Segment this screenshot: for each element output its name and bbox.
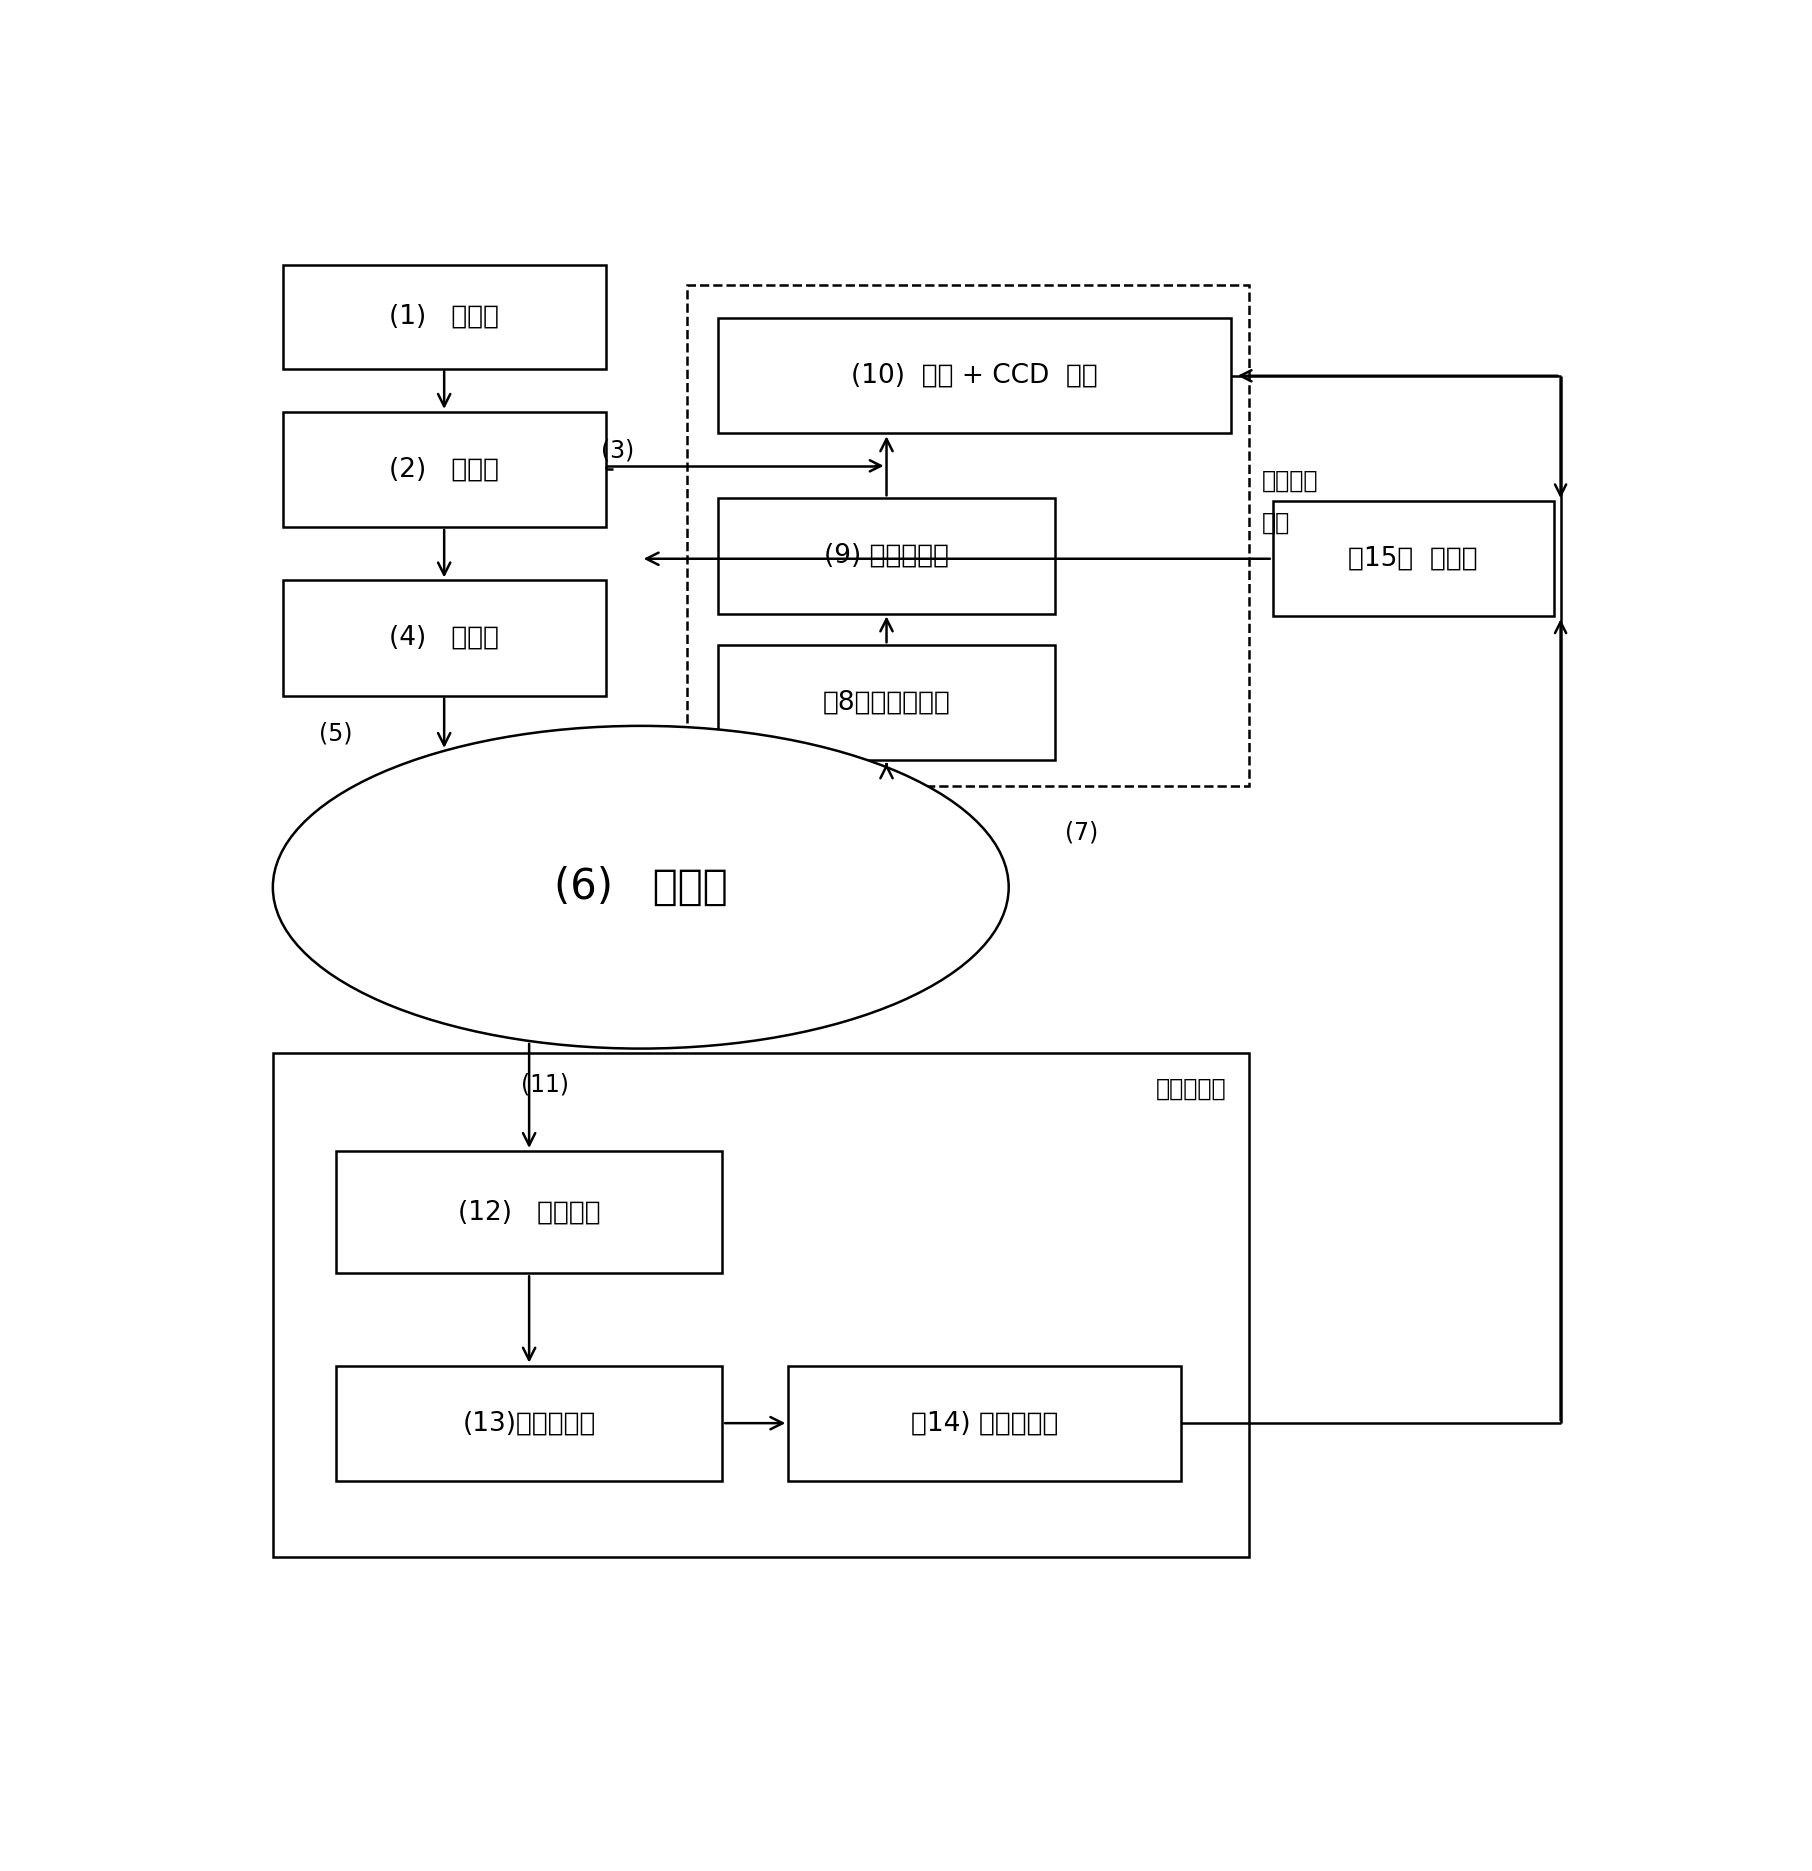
Text: (1)   激光器: (1) 激光器 (390, 303, 498, 329)
Text: 核素检测器: 核素检测器 (1156, 1078, 1227, 1100)
FancyBboxPatch shape (718, 318, 1230, 434)
Text: (11): (11) (522, 1072, 569, 1096)
Text: （14) 放大与准直: （14) 放大与准直 (911, 1411, 1058, 1437)
Text: (2)   分光器: (2) 分光器 (390, 457, 498, 483)
FancyBboxPatch shape (335, 1151, 723, 1274)
Text: (4)   光开关: (4) 光开关 (390, 625, 498, 651)
FancyBboxPatch shape (283, 580, 605, 696)
Text: (9) 带通滤光片: (9) 带通滤光片 (824, 543, 949, 569)
FancyBboxPatch shape (718, 645, 1055, 760)
Text: (13)光电倍增管: (13)光电倍增管 (462, 1411, 596, 1437)
Text: (12)   闪烁晶体: (12) 闪烁晶体 (458, 1199, 600, 1226)
Text: (5): (5) (319, 720, 353, 745)
Text: （8）防护铅板组: （8）防护铅板组 (823, 690, 951, 717)
FancyBboxPatch shape (335, 1366, 723, 1480)
FancyBboxPatch shape (718, 498, 1055, 614)
FancyBboxPatch shape (283, 266, 605, 369)
Text: (10)  镜头 + CCD  相机: (10) 镜头 + CCD 相机 (852, 363, 1098, 389)
Text: （15）  计算机: （15） 计算机 (1348, 546, 1479, 573)
FancyBboxPatch shape (283, 412, 605, 528)
Text: (3): (3) (602, 438, 634, 462)
Ellipse shape (274, 726, 1009, 1048)
Text: (6)   成像腔: (6) 成像腔 (554, 866, 728, 907)
FancyBboxPatch shape (1272, 501, 1553, 616)
Text: (7): (7) (1065, 821, 1098, 844)
Text: 部分: 部分 (1261, 511, 1290, 535)
Text: 荧光成像: 荧光成像 (1261, 470, 1317, 492)
FancyBboxPatch shape (788, 1366, 1181, 1480)
